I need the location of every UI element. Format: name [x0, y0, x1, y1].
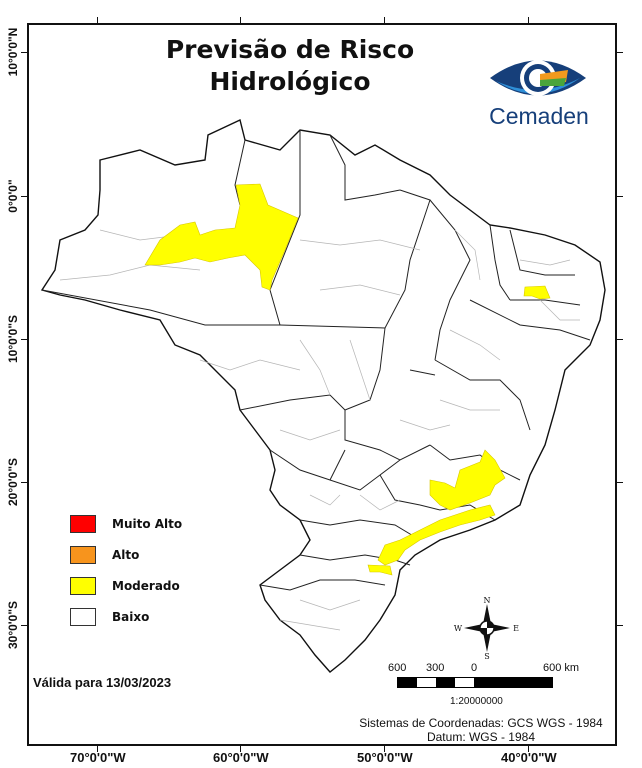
tick-left-0	[21, 196, 28, 197]
legend-label: Moderado	[112, 578, 180, 593]
tick-top-70w	[97, 17, 98, 24]
lat-label-0: 0°0'0"	[6, 179, 20, 213]
tick-left-10n	[21, 52, 28, 53]
brazil-risk-map	[40, 119, 606, 673]
risk-area-amazonas	[144, 183, 299, 291]
tick-right-20s	[617, 482, 623, 483]
map-title: Previsão de Risco Hidrológico	[140, 34, 440, 98]
tick-bottom-70w	[97, 746, 98, 752]
coordinate-system-note: Sistemas de Coordenadas: GCS WGS - 1984 …	[350, 716, 612, 744]
cemaden-logo-text: Cemaden	[489, 103, 589, 129]
risk-area-minas-gerais	[429, 449, 506, 511]
scale-label-300: 300	[426, 662, 445, 674]
coordinate-system-line: Sistemas de Coordenadas: GCS WGS - 1984	[359, 716, 603, 730]
legend-swatch-moderado	[70, 576, 96, 595]
lat-label-10n: 10°0'0"N	[6, 27, 20, 77]
legend: Muito Alto Alto Moderado Baixo	[70, 508, 182, 632]
scale-label-600-left: 600	[388, 662, 407, 674]
legend-label: Baixo	[112, 609, 150, 624]
tick-right-10n	[617, 52, 623, 53]
legend-item-moderado: Moderado	[70, 570, 182, 601]
svg-text:W: W	[454, 624, 463, 633]
north-arrow-compass-icon: N S W E	[454, 596, 519, 660]
legend-item-muito-alto: Muito Alto	[70, 508, 182, 539]
tick-top-60w	[240, 17, 241, 24]
legend-swatch-alto	[70, 545, 96, 564]
validity-date: Válida para 13/03/2023	[33, 675, 172, 690]
tick-right-30s	[617, 625, 623, 626]
scale-bar	[397, 677, 553, 688]
scale-label-600-km: 600 km	[543, 662, 580, 674]
lon-label-50w: 50°0'0"W	[357, 750, 413, 765]
legend-swatch-baixo	[70, 607, 96, 626]
tick-bottom-60w	[240, 746, 241, 752]
legend-item-alto: Alto	[70, 539, 182, 570]
legend-item-baixo: Baixo	[70, 601, 182, 632]
svg-text:N: N	[484, 596, 491, 605]
tick-right-0	[617, 196, 623, 197]
svg-text:S: S	[484, 652, 489, 660]
lat-label-30s: 30°0'0"S	[6, 600, 20, 650]
scale-label-0: 0	[471, 662, 478, 674]
lat-label-20s: 20°0'0"S	[6, 457, 20, 507]
datum-line: Datum: WGS - 1984	[426, 730, 536, 744]
tick-bottom-40w	[528, 746, 529, 752]
lon-label-70w: 70°0'0"W	[70, 750, 126, 765]
tick-left-10s	[21, 339, 28, 340]
tick-left-30s	[21, 625, 28, 626]
title-line-1: Previsão de Risco	[165, 35, 415, 64]
legend-label: Alto	[112, 547, 140, 562]
risk-area-sp-rj-coast	[377, 504, 496, 566]
lon-label-40w: 40°0'0"W	[501, 750, 557, 765]
tick-right-10s	[617, 339, 623, 340]
title-line-2: Hidrológico	[209, 67, 371, 96]
tick-left-20s	[21, 482, 28, 483]
risk-area-ceara-paraiba	[523, 285, 551, 300]
tick-bottom-50w	[384, 746, 385, 752]
svg-text:E: E	[513, 624, 519, 633]
cemaden-eye-logo-icon	[490, 60, 586, 96]
lon-label-60w: 60°0'0"W	[213, 750, 269, 765]
legend-label: Muito Alto	[112, 516, 183, 531]
risk-area-parana-sc	[367, 564, 393, 576]
tick-top-40w	[528, 17, 529, 24]
scale-ratio: 1:20000000	[450, 696, 503, 707]
legend-swatch-muito-alto	[70, 514, 96, 533]
lat-label-10s: 10°0'0"S	[6, 314, 20, 364]
tick-top-50w	[384, 17, 385, 24]
